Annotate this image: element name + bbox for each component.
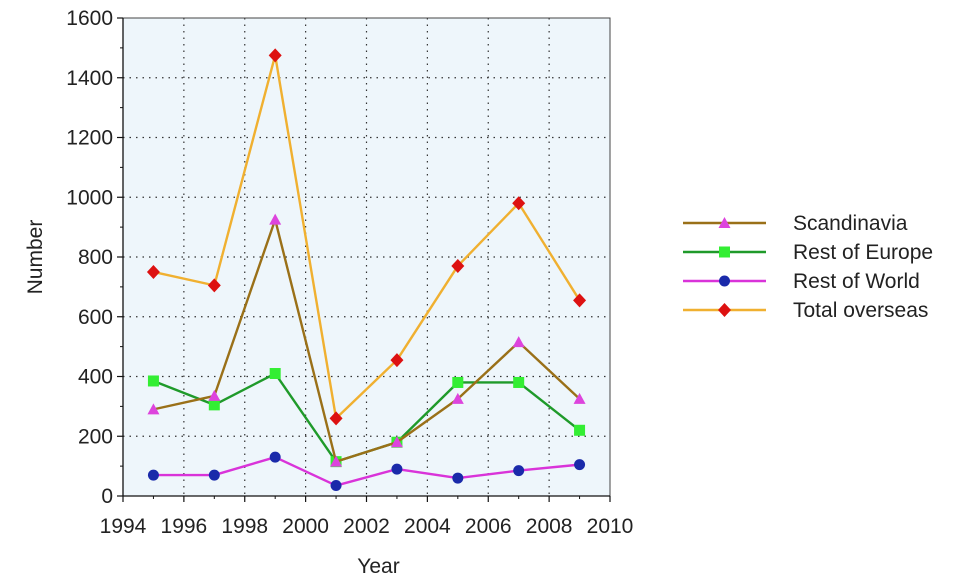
x-tick-label: 1996 xyxy=(161,515,208,538)
x-tick-label: 2006 xyxy=(465,515,512,538)
data-point-rest-of-world xyxy=(147,469,159,481)
data-point-rest-of-world xyxy=(452,472,464,484)
legend-marker xyxy=(719,275,730,287)
data-point-rest-of-world xyxy=(391,463,403,475)
y-tick-label: 800 xyxy=(78,246,113,269)
series-rest-of-world xyxy=(147,451,586,492)
y-tick-label: 600 xyxy=(78,306,113,329)
data-point-rest-of-world xyxy=(330,480,342,492)
x-tick-label: 1994 xyxy=(100,515,147,538)
data-point-rest-of-europe xyxy=(269,368,281,380)
data-point-rest-of-europe xyxy=(147,375,159,387)
data-point-scandinavia xyxy=(451,392,464,404)
plot-area xyxy=(123,18,610,496)
data-point-scandinavia xyxy=(208,389,221,401)
series-scandinavia xyxy=(147,213,586,467)
x-tick-label: 2000 xyxy=(282,515,329,538)
legend-item-rest-of-europe: Rest of Europe xyxy=(683,241,933,264)
y-axis-title: Number xyxy=(24,220,47,295)
axes xyxy=(117,17,611,502)
series-group xyxy=(146,48,587,492)
y-tick-label: 200 xyxy=(78,425,113,448)
legend-label: Total overseas xyxy=(793,299,928,322)
data-point-rest-of-europe xyxy=(513,376,525,388)
y-tick-label: 400 xyxy=(78,366,113,389)
x-tick-label: 2010 xyxy=(587,515,634,538)
x-tick-label: 2004 xyxy=(404,515,451,538)
legend-marker xyxy=(718,303,731,317)
x-tick-label: 2002 xyxy=(343,515,390,538)
legend-item-rest-of-world: Rest of World xyxy=(683,270,920,293)
series-line-scandinavia xyxy=(153,218,581,463)
legend: Scandinavia Rest of Europe Rest of World To… xyxy=(683,212,933,322)
data-point-total-overseas xyxy=(146,264,160,279)
legend-item-total-overseas: Total overseas xyxy=(683,299,928,322)
data-point-scandinavia xyxy=(512,336,525,348)
data-point-total-overseas xyxy=(573,293,587,308)
data-point-total-overseas xyxy=(268,48,282,63)
data-point-scandinavia xyxy=(147,403,160,415)
data-point-total-overseas xyxy=(512,196,526,211)
data-point-scandinavia xyxy=(390,436,403,448)
data-point-rest-of-europe xyxy=(574,424,586,436)
data-point-rest-of-world xyxy=(269,451,281,463)
data-point-scandinavia xyxy=(330,455,343,467)
series-line-rest-of-world xyxy=(153,455,580,487)
series-line-total-overseas xyxy=(153,54,581,420)
data-point-total-overseas xyxy=(390,353,404,368)
data-point-scandinavia xyxy=(573,392,586,404)
x-axis-title: Year xyxy=(357,555,399,577)
data-point-rest-of-world xyxy=(208,469,220,481)
legend-label: Rest of Europe xyxy=(793,241,933,264)
legend-label: Rest of World xyxy=(793,270,920,293)
legend-label: Scandinavia xyxy=(793,212,908,235)
y-tick-label: 1600 xyxy=(66,7,113,30)
data-point-rest-of-world xyxy=(574,459,586,471)
data-point-total-overseas xyxy=(451,258,465,273)
legend-marker xyxy=(719,246,730,258)
series-total-overseas xyxy=(146,48,587,426)
x-tick-label: 1998 xyxy=(221,515,268,538)
y-tick-label: 1200 xyxy=(66,127,113,150)
data-point-rest-of-world xyxy=(513,465,525,477)
data-point-rest-of-europe xyxy=(452,376,464,388)
data-point-total-overseas xyxy=(207,278,221,293)
legend-item-scandinavia: Scandinavia xyxy=(683,212,908,235)
x-tick-label: 2008 xyxy=(526,515,573,538)
tick-labels: 0 200 400 600 800 1000 1200 1400 1600 1994 1996 199… xyxy=(66,7,633,538)
data-point-scandinavia xyxy=(269,213,282,225)
legend-marker xyxy=(718,217,731,228)
y-tick-label: 1000 xyxy=(66,186,113,209)
y-tick-label: 0 xyxy=(101,485,113,508)
data-point-total-overseas xyxy=(329,411,343,426)
data-point-rest-of-europe xyxy=(208,399,220,411)
y-tick-label: 1400 xyxy=(66,67,113,90)
